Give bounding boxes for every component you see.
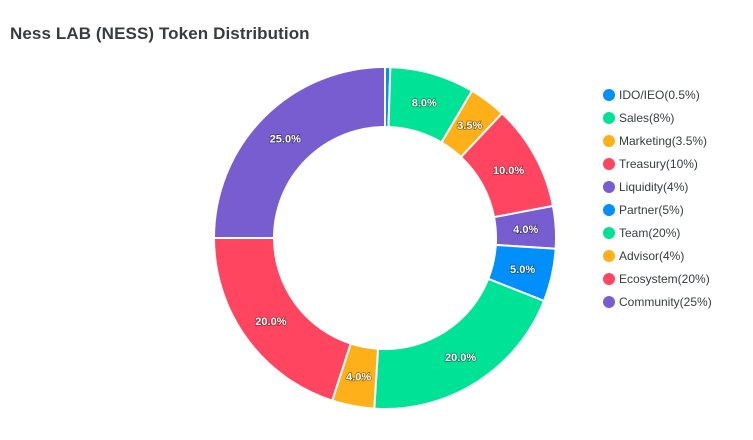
legend-marker-icon xyxy=(603,180,615,193)
chart-title: Ness LAB (NESS) Token Distribution xyxy=(10,24,310,43)
legend-label: Liquidity(4%) xyxy=(619,179,689,194)
slice-data-label: 4.0% xyxy=(346,372,371,384)
legend-marker-icon xyxy=(603,295,615,308)
legend-item[interactable]: IDO/IEO(0.5%) xyxy=(603,83,712,106)
donut-slice[interactable] xyxy=(373,277,546,410)
slice-data-label: 10.0% xyxy=(493,165,524,177)
chart-legend: IDO/IEO(0.5%) Sales(8%) Marketing(3.5%) Tre… xyxy=(603,83,712,313)
legend-item[interactable]: Marketing(3.5%) xyxy=(603,129,712,152)
slice-data-label: 3.5% xyxy=(457,120,482,132)
legend-label: Team(20%) xyxy=(619,225,681,240)
legend-item[interactable]: Liquidity(4%) xyxy=(603,175,712,198)
legend-item[interactable]: Sales(8%) xyxy=(603,106,712,129)
legend-marker-icon xyxy=(603,88,615,101)
donut-slice[interactable] xyxy=(212,65,386,239)
slice-data-label: 20.0% xyxy=(255,316,286,328)
slice-data-label: 20.0% xyxy=(445,352,476,364)
legend-label: Community(25%) xyxy=(619,294,712,309)
slice-data-label: 4.0% xyxy=(513,224,538,236)
legend-item[interactable]: Team(20%) xyxy=(603,221,712,244)
legend-marker-icon xyxy=(603,226,615,239)
legend-marker-icon xyxy=(603,134,615,147)
legend-label: Sales(8%) xyxy=(619,110,675,125)
legend-item[interactable]: Advisor(4%) xyxy=(603,244,712,267)
slice-data-label: 5.0% xyxy=(510,264,535,276)
donut-slices xyxy=(212,65,557,410)
legend-item[interactable]: Partner(5%) xyxy=(603,198,712,221)
legend-item[interactable]: Community(25%) xyxy=(603,290,712,313)
legend-label: Advisor(4%) xyxy=(619,248,685,263)
slice-data-label: 25.0% xyxy=(270,133,301,145)
legend-marker-icon xyxy=(603,203,615,216)
donut-data-labels: 8.0% 3.5% 10.0% 4.0% 5.0% 20.0% 4.0% 20.0% 25.0% xyxy=(255,97,540,384)
legend-marker-icon xyxy=(603,272,615,285)
legend-marker-icon xyxy=(603,111,615,124)
legend-marker-icon xyxy=(603,157,615,170)
legend-label: IDO/IEO(0.5%) xyxy=(619,87,700,102)
slice-data-label: 8.0% xyxy=(412,98,437,110)
legend-label: Marketing(3.5%) xyxy=(619,133,708,148)
legend-item[interactable]: Ecosystem(20%) xyxy=(603,267,712,290)
legend-marker-icon xyxy=(603,249,615,262)
legend-label: Ecosystem(20%) xyxy=(619,271,710,286)
legend-item[interactable]: Treasury(10%) xyxy=(603,152,712,175)
legend-label: Partner(5%) xyxy=(619,202,684,217)
legend-label: Treasury(10%) xyxy=(619,156,698,171)
